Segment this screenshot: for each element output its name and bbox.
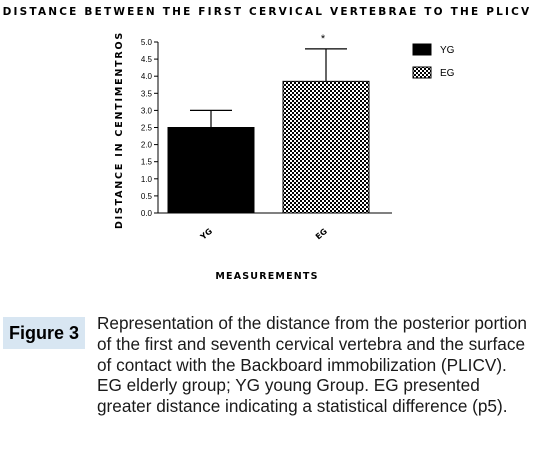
legend-label-eg: EG [440, 68, 455, 79]
y-tick-label: 5.0 [141, 38, 153, 47]
y-tick-label: 3.5 [141, 89, 153, 98]
figure-label: Figure 3 [8, 322, 79, 343]
figure-caption: Representation of the distance from the … [97, 313, 527, 417]
y-tick-label: 1.0 [141, 175, 153, 184]
bar-chart: DISTANCE IN CENTIMENTROS 0.0 0.5 1.0 1.5 2.0… [114, 31, 455, 282]
y-tick-label: 1.5 [141, 158, 153, 167]
y-axis-label: DISTANCE IN CENTIMENTROS [114, 31, 125, 229]
y-tick-label: 0.5 [141, 192, 153, 201]
figure-label-box: Figure 3 [3, 317, 85, 349]
legend-swatch-yg [412, 43, 432, 56]
y-tick-label: 2.0 [141, 141, 153, 150]
y-tick-label: 4.5 [141, 55, 153, 64]
y-tick-label: 3.0 [141, 106, 153, 115]
bar-eg [282, 80, 370, 214]
y-tick-label: 4.0 [141, 72, 153, 81]
x-tick-label: EG [314, 227, 329, 242]
x-axis-label: MEASUREMENTS [215, 271, 318, 282]
bar-yg [167, 127, 255, 214]
legend-swatch-eg [412, 66, 432, 79]
x-tick-label: YG [198, 227, 214, 242]
significance-marker: * [321, 33, 326, 45]
legend-label-yg: YG [440, 45, 455, 56]
chart-title: DISTANCE BETWEEN THE FIRST CERVICAL VERT… [2, 6, 532, 18]
y-tick-label: 0.0 [141, 209, 153, 218]
y-tick-label: 2.5 [141, 124, 153, 133]
